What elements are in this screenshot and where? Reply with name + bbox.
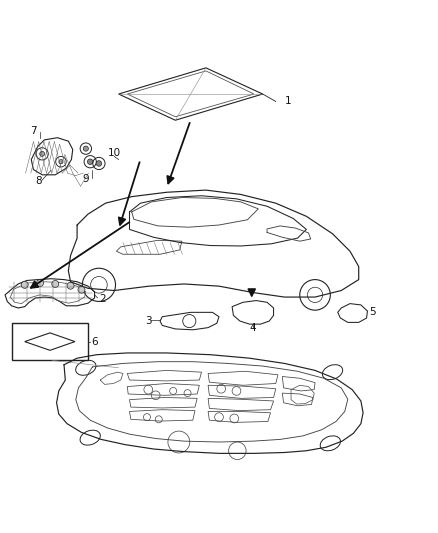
Circle shape [83, 146, 88, 151]
Text: 8: 8 [35, 176, 42, 187]
Text: 1: 1 [285, 96, 291, 107]
Circle shape [96, 161, 102, 166]
Circle shape [36, 280, 43, 287]
Circle shape [88, 159, 93, 165]
Circle shape [67, 282, 74, 289]
Circle shape [59, 159, 63, 164]
Text: 6: 6 [91, 337, 98, 346]
Circle shape [21, 281, 28, 288]
Text: 3: 3 [145, 316, 152, 326]
Text: 10: 10 [108, 148, 121, 158]
Text: 2: 2 [99, 294, 106, 304]
Circle shape [52, 280, 59, 287]
Text: 5: 5 [370, 308, 376, 317]
Circle shape [40, 151, 45, 156]
Text: 7: 7 [30, 126, 37, 136]
Text: 9: 9 [83, 174, 89, 184]
Circle shape [78, 286, 85, 293]
Text: 4: 4 [250, 324, 256, 334]
Bar [12, 323, 88, 360]
